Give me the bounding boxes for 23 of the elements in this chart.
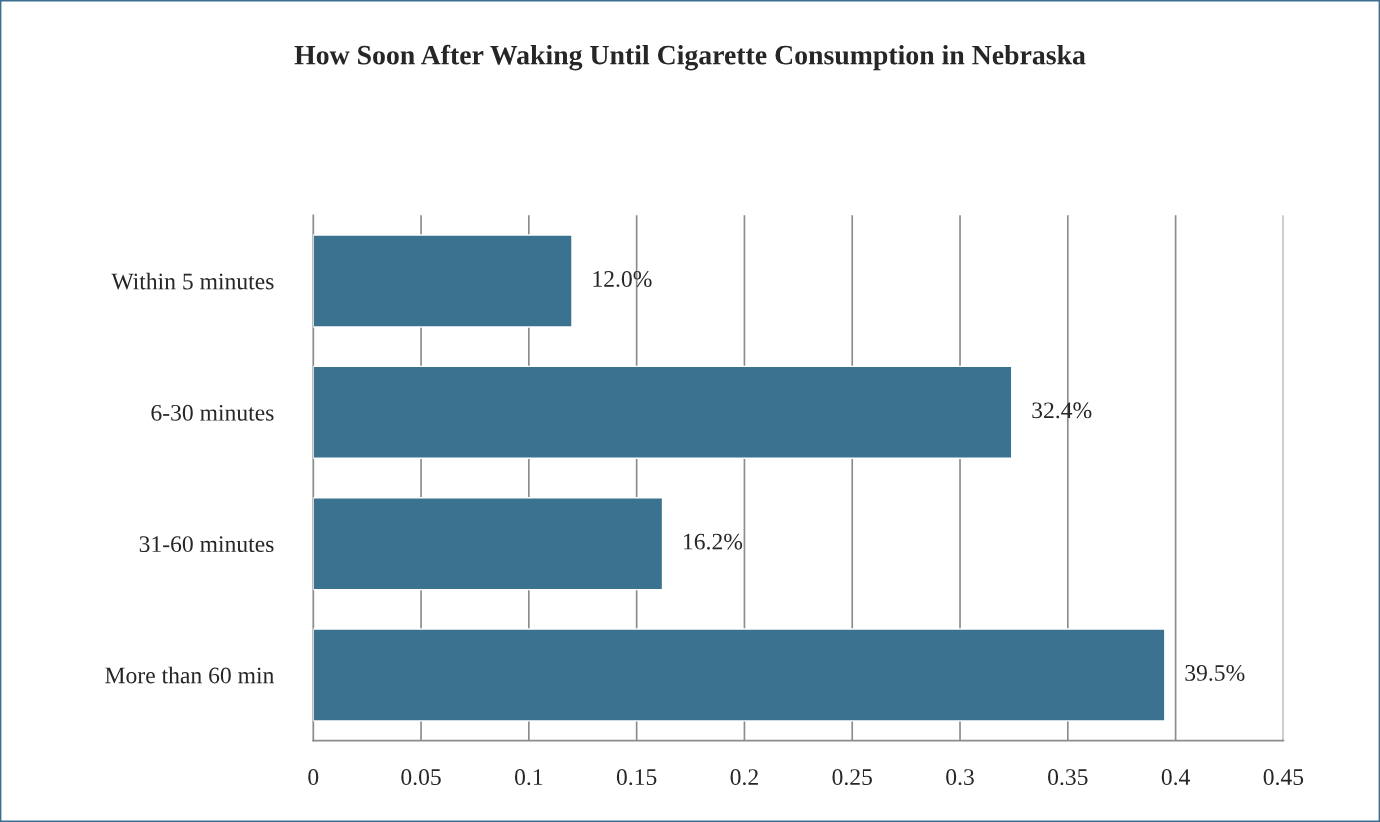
x-tick-label: 0.25 [832, 769, 872, 786]
data-label: 32.4% [1032, 402, 1092, 419]
x-tick-label: 0.3 [946, 769, 974, 786]
chart-title: How Soon After Waking Until Cigarette Consumption in Nebraska [294, 44, 1086, 71]
y-tick-label: Within 5 minutes [111, 272, 274, 290]
bar [313, 365, 1013, 459]
data-label: 12.0% [593, 271, 652, 288]
bar [313, 234, 573, 328]
x-tick-label: 0.4 [1161, 769, 1190, 786]
bar [313, 628, 1166, 722]
y-tick-label: More than 60 min [105, 666, 275, 684]
data-label: 16.2% [684, 533, 743, 550]
x-tick-label: 0.45 [1263, 769, 1304, 786]
y-tick-label: 6-30 minutes [151, 404, 274, 421]
data-label: 39.5% [1185, 664, 1245, 681]
x-tick-label: 0.35 [1048, 769, 1088, 786]
y-tick-label: 31-60 minutes [139, 536, 274, 553]
x-tick-label: 0.1 [514, 769, 543, 786]
x-tick-label: 0.05 [401, 769, 441, 786]
bar [313, 496, 664, 591]
x-tick-label: 0.15 [616, 769, 657, 786]
x-tick-label: 0.2 [730, 769, 758, 786]
x-tick-label: 0 [308, 769, 319, 786]
